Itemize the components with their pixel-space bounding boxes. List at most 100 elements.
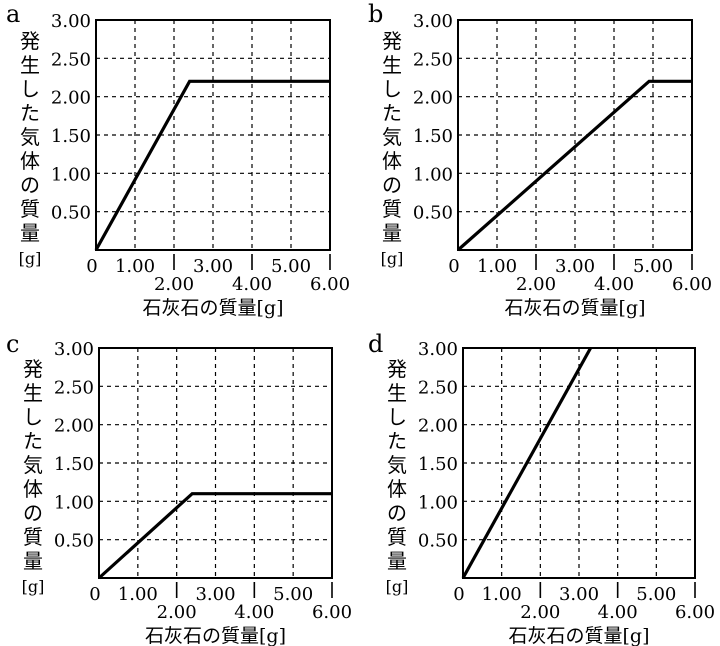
panel-b-y-axis-label-char: 質: [382, 197, 402, 221]
panel-b-y-tick-label: 3.00: [413, 11, 453, 32]
panel-a-y-tick-label: 3.00: [51, 11, 91, 32]
panel-b-x-tick-label: 5.00: [633, 256, 673, 277]
panel-b-y-tick-label: 2.00: [413, 88, 453, 109]
panel-a-x-tick-label: 4.00: [232, 274, 272, 295]
panel-d-y-tick-label: 1.00: [418, 492, 458, 513]
panel-b-x-tick-label: 1.00: [477, 256, 517, 277]
panel-d-y-tick-label: 3.00: [418, 339, 458, 360]
panel-d-origin-label: 0: [453, 584, 464, 605]
panel-a-y-axis-label-char: の: [20, 173, 40, 197]
panel-c-x-tick-label: 2.00: [157, 602, 197, 623]
panel-a-y-tick-label: 2.00: [51, 88, 91, 109]
panel-a-y-axis-label-char: 気: [20, 125, 40, 149]
panel-a-origin-label: 0: [86, 256, 97, 277]
panel-a-y-tick-label: 1.50: [51, 126, 91, 147]
panel-a-x-tick-label: 5.00: [271, 256, 311, 277]
panel-a-x-tick-label: 2.00: [154, 274, 194, 295]
panel-b-y-axis-label-char: 発: [382, 29, 402, 53]
panel-d-y-tick-label: 0.50: [418, 531, 458, 552]
panel-a-y-axis-label-char: し: [20, 77, 40, 101]
panel-d-x-axis-label: 石灰石の質量[g]: [509, 625, 650, 646]
panel-b-x-tick-label: 2.00: [516, 274, 556, 295]
panel-c-y-axis-label-char: 生: [23, 381, 43, 405]
panel-d-y-tick-label: 2.00: [418, 416, 458, 437]
panel-c-origin-label: 0: [89, 584, 100, 605]
panel-b-y-axis-label-char: 生: [382, 53, 402, 77]
panel-c-data-line: [97, 492, 332, 580]
panel-c-y-tick-label: 0.50: [54, 531, 94, 552]
panel-b-origin-label: 0: [448, 256, 459, 277]
panel-a-y-axis-label-char: 発: [20, 29, 40, 53]
panel-d-y-axis-label-char: 体: [387, 477, 407, 501]
panel-d-y-axis-label-char: 発: [387, 357, 407, 381]
panel-b-y-axis-label-char: [g]: [381, 249, 404, 268]
panel-c-y-tick-label: 1.50: [54, 454, 94, 475]
panel-b-y-axis-label-char: の: [382, 173, 402, 197]
panel-d-y-tick-label: 1.50: [418, 454, 458, 475]
panel-d-x-tick-label: 1.00: [482, 584, 522, 605]
panel-b-label: b: [368, 0, 383, 28]
panel-a-y-axis-label-char: 質: [20, 197, 40, 221]
panel-c-y-axis-label-char: 気: [23, 453, 43, 477]
panel-a-data-line: [94, 79, 330, 251]
panel-b-y-axis-label-char: 体: [382, 149, 402, 173]
panel-d-y-axis-label-char: し: [387, 405, 407, 429]
panel-c-x-tick-label: 3.00: [195, 584, 235, 605]
panel-a-y-tick-label: 1.00: [51, 164, 91, 185]
panel-b-y-tick-label: 2.50: [413, 49, 453, 70]
panel-a-y-tick-label: 2.50: [51, 49, 91, 70]
panel-d-label: d: [368, 330, 383, 358]
panel-c-label: c: [6, 330, 19, 358]
panel-b-y-axis-label-char: 量: [382, 221, 402, 245]
panel-a-y-axis-label-char: 体: [20, 149, 40, 173]
panel-b-plot-frame: [457, 19, 693, 251]
panel-a-y-axis-label-char: た: [20, 101, 40, 125]
panel-c-y-tick-label: 3.00: [54, 339, 94, 360]
panel-a-y-axis-label-char: 量: [20, 221, 40, 245]
panel-d-y-axis-label-char: 質: [387, 525, 407, 549]
panel-a-x-tick-label: 3.00: [193, 256, 233, 277]
panel-b-x-tick-label: 6.00: [672, 274, 712, 295]
panel-b-y-tick-label: 0.50: [413, 203, 453, 224]
panel-a-x-axis-label: 石灰石の質量[g]: [143, 297, 284, 319]
panel-a-y-axis-label-char: 生: [20, 53, 40, 77]
panel-c-x-tick-label: 6.00: [312, 602, 352, 623]
panel-c-y-axis-label-char: 体: [23, 477, 43, 501]
panel-b-y-axis-label-char: 気: [382, 125, 402, 149]
panel-d-y-axis-label-char: 気: [387, 453, 407, 477]
panel-c-x-tick-label: 5.00: [273, 584, 313, 605]
panel-d-plot-frame: [462, 347, 696, 579]
panel-b-y-tick-label: 1.50: [413, 126, 453, 147]
panel-c-y-tick-label: 2.50: [54, 377, 94, 398]
panel-c-y-tick-label: 2.00: [54, 416, 94, 437]
panel-c-y-axis-label-char: 発: [23, 357, 43, 381]
panel-a-label: a: [6, 0, 20, 28]
panel-b-data-line: [456, 79, 692, 252]
panel-d-x-tick-label: 5.00: [636, 584, 676, 605]
panel-c-y-axis-label-char: [g]: [22, 577, 45, 596]
panel-d-x-tick-label: 4.00: [598, 602, 638, 623]
panel-b-y-tick-label: 1.00: [413, 164, 453, 185]
panel-d-y-axis-label-char: の: [387, 501, 407, 525]
panel-d-y-axis-label-char: [g]: [386, 577, 409, 596]
panel-d-data-line: [461, 347, 592, 579]
panel-c-y-axis-label-char: 質: [23, 525, 43, 549]
panel-b-y-axis-label-char: た: [382, 101, 402, 125]
panel-a-y-tick-label: 0.50: [51, 203, 91, 224]
panel-d-y-tick-label: 2.50: [418, 377, 458, 398]
panel-a-x-tick-label: 1.00: [115, 256, 155, 277]
panel-d-x-tick-label: 6.00: [675, 602, 715, 623]
panel-c-plot-frame: [98, 347, 333, 579]
panel-c-y-tick-label: 1.00: [54, 492, 94, 513]
panel-c-y-axis-label-char: 量: [23, 549, 43, 573]
panel-d-y-axis-label-char: た: [387, 429, 407, 453]
panel-a-x-tick-label: 6.00: [310, 274, 350, 295]
panel-c-x-tick-label: 1.00: [118, 584, 158, 605]
panel-c-y-axis-label-char: し: [23, 405, 43, 429]
panel-b-x-tick-label: 3.00: [555, 256, 595, 277]
panel-a-y-axis-label-char: [g]: [19, 249, 42, 268]
panel-d-x-tick-label: 2.00: [520, 602, 560, 623]
panel-b-x-axis-label: 石灰石の質量[g]: [505, 297, 646, 319]
panel-c-y-axis-label-char: た: [23, 429, 43, 453]
panel-c-x-axis-label: 石灰石の質量[g]: [145, 625, 286, 646]
